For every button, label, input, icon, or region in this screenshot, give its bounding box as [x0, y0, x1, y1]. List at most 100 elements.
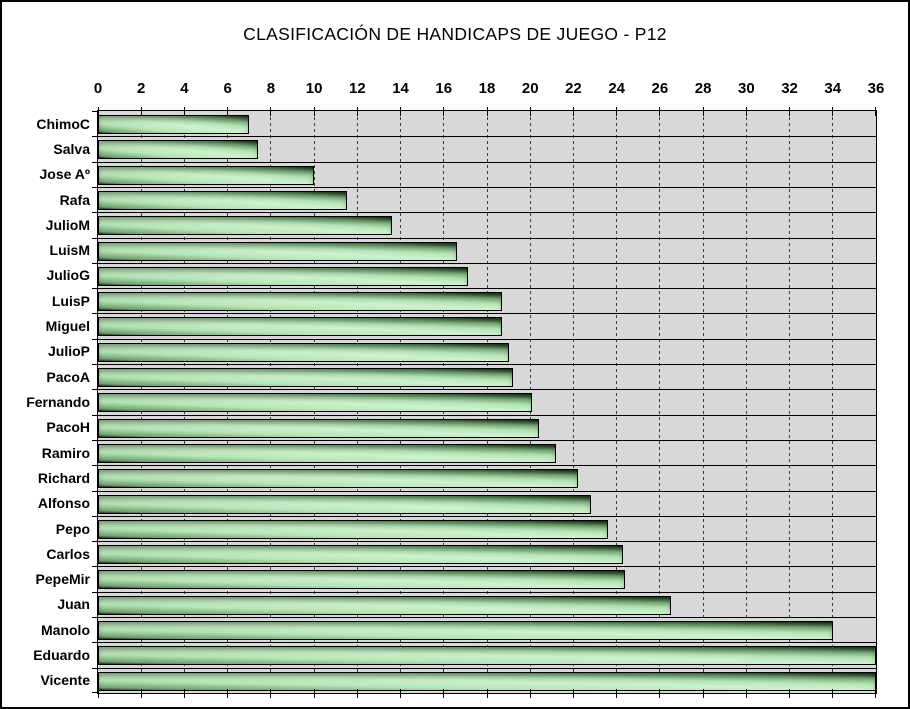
x-axis-tick-label: 4: [180, 80, 189, 97]
chart-title: CLASIFICACIÓN DE HANDICAPS DE JUEGO - P1…: [243, 24, 667, 44]
x-axis-tick-mark: [616, 107, 618, 116]
vertical-gridline: [789, 111, 791, 693]
category-axis-tick-mark: [92, 616, 98, 618]
x-axis-tick-mark: [659, 107, 661, 116]
category-label: ChimoC: [36, 115, 90, 132]
bar: [98, 342, 509, 362]
category-label: Vicente: [40, 672, 90, 689]
category-axis-tick-mark: [92, 414, 98, 416]
category-axis-tick-mark: [92, 490, 98, 492]
category-label: JulioP: [47, 343, 90, 360]
row-separator-line: [98, 211, 876, 213]
vertical-gridline: [832, 111, 834, 693]
vertical-gridline: [659, 111, 661, 693]
category-axis-tick-mark: [92, 338, 98, 340]
category-axis-tick-mark: [92, 565, 98, 567]
row-separator-line: [98, 641, 876, 643]
row-separator-line: [98, 540, 876, 542]
category-label: Jose Aº: [39, 166, 90, 183]
x-axis-tick-label: 16: [435, 80, 453, 97]
row-separator-line: [98, 363, 876, 365]
x-axis-bottom-tick-mark: [616, 689, 618, 698]
row-separator-line: [98, 161, 876, 163]
x-axis-bottom-tick-mark: [400, 689, 402, 698]
x-axis-tick-mark: [832, 107, 834, 116]
category-label: Manolo: [41, 621, 90, 638]
vertical-gridline: [616, 111, 618, 693]
x-axis-tick-mark: [486, 107, 488, 116]
row-separator-line: [98, 414, 876, 416]
vertical-gridline: [702, 111, 704, 693]
x-axis-tick-label: 8: [266, 80, 276, 97]
bar: [98, 494, 591, 514]
x-axis-tick-mark: [875, 107, 876, 116]
x-axis-tick-label: 36: [867, 80, 885, 97]
row-separator-line: [98, 565, 876, 567]
x-axis-tick-label: 12: [348, 80, 366, 97]
x-axis-bottom-tick-mark: [270, 689, 272, 698]
row-separator-line: [98, 490, 876, 492]
category-axis-tick-mark: [92, 439, 98, 441]
bar: [98, 241, 457, 261]
x-axis-tick-label: 2: [137, 80, 146, 97]
row-separator-line: [98, 616, 876, 618]
category-label: Miguel: [45, 318, 90, 335]
x-axis-bottom-tick-mark: [702, 689, 704, 698]
x-axis-tick-label: 26: [651, 80, 669, 97]
row-separator-line: [98, 388, 876, 390]
category-axis-tick-mark: [92, 540, 98, 542]
bar: [98, 621, 833, 641]
x-axis-tick-label: 22: [565, 80, 582, 97]
x-axis-tick-mark: [745, 107, 747, 116]
bar: [98, 266, 468, 286]
category-axis-tick-mark: [92, 211, 98, 213]
category-axis-tick-mark: [92, 135, 98, 137]
bar: [98, 469, 578, 489]
category-axis-tick-mark: [92, 464, 98, 466]
row-separator-line: [98, 135, 876, 137]
row-separator-line: [98, 262, 876, 264]
x-axis-tick-mark: [529, 107, 531, 116]
x-axis-tick-label: 10: [305, 80, 323, 97]
x-axis-tick-mark: [572, 107, 574, 116]
bar: [98, 216, 392, 236]
row-separator-line: [98, 287, 876, 289]
x-axis-tick-mark: [702, 107, 704, 116]
category-axis-tick-mark: [92, 363, 98, 365]
plot-area: [92, 107, 877, 698]
category-label: Ramiro: [41, 444, 90, 461]
category-label: JulioM: [45, 216, 90, 233]
vertical-gridline: [572, 111, 574, 693]
x-axis-bottom-tick-mark: [789, 689, 791, 698]
x-axis-tick-label: 32: [781, 80, 798, 97]
x-axis-tick-mark: [443, 107, 445, 116]
category-label: Juan: [57, 596, 90, 613]
category-label: PepeMir: [35, 571, 90, 588]
x-axis-tick-mark: [140, 107, 142, 116]
category-axis-tick-mark: [92, 591, 98, 593]
category-axis-tick-mark: [92, 641, 98, 643]
x-axis-bottom-tick-mark: [313, 689, 315, 698]
category-axis-tick-mark: [92, 312, 98, 314]
bar: [98, 418, 539, 438]
x-axis-tick-mark: [313, 107, 315, 116]
category-label: Rafa: [59, 191, 90, 208]
category-axis-tick-mark: [92, 667, 98, 669]
x-axis-tick-mark: [227, 107, 229, 116]
category-label: PacoA: [46, 368, 90, 385]
x-axis-tick-label: 30: [737, 80, 755, 97]
bar: [98, 368, 513, 388]
x-axis-tick-label: 34: [824, 80, 842, 97]
category-label: Fernando: [26, 394, 90, 410]
category-axis-tick-mark: [92, 287, 98, 289]
bar: [98, 570, 626, 590]
bar: [98, 165, 315, 185]
category-axis-tick-mark: [92, 237, 98, 239]
x-axis-bottom-tick-mark: [98, 689, 99, 698]
x-axis-bottom-tick-mark: [745, 689, 747, 698]
row-separator-line: [98, 338, 876, 340]
x-axis-tick-label: 28: [694, 80, 712, 97]
category-label: Pepo: [55, 520, 90, 537]
x-axis-tick-mark: [270, 107, 272, 116]
